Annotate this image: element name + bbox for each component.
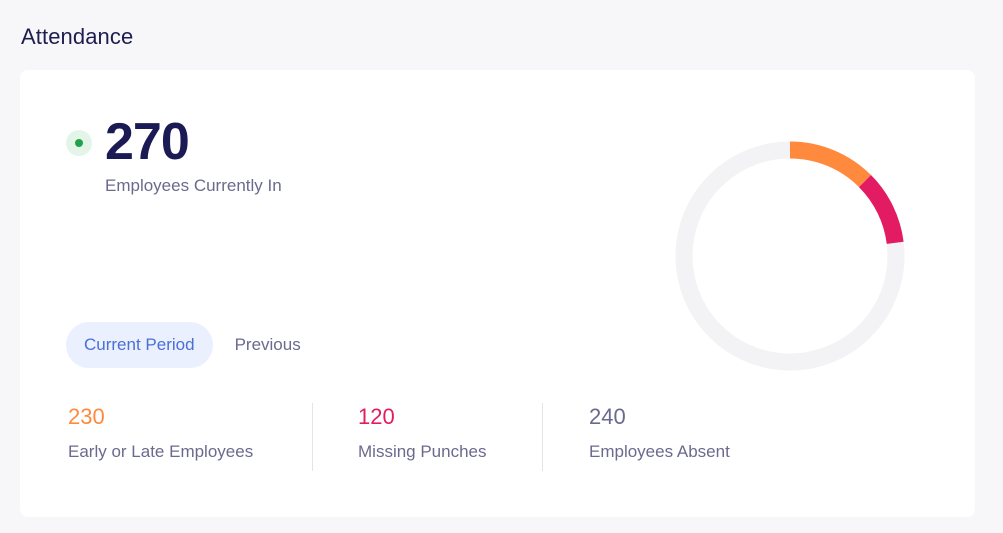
period-tabs: Current Period Previous [66, 322, 319, 368]
stat-employees-absent-label: Employees Absent [589, 442, 730, 461]
stat-missing-punches-value: 120 [358, 404, 395, 429]
stat-early-late-label: Early or Late Employees [68, 442, 254, 461]
attendance-card: 270 Employees Currently In Current Perio… [20, 70, 975, 517]
stat-early-late-value: 230 [68, 404, 105, 429]
donut-segment-0 [675, 141, 905, 371]
current-employees-count: 270 [105, 113, 190, 171]
online-status-dot [75, 139, 83, 147]
tab-current-period[interactable]: Current Period [66, 322, 213, 368]
attendance-stats: 230 Early or Late Employees 120 Missing … [68, 403, 772, 471]
page-title: Attendance [21, 23, 134, 49]
stat-employees-absent: 240 Employees Absent [542, 403, 772, 471]
current-employees-label: Employees Currently In [105, 176, 282, 195]
stat-missing-punches: 120 Missing Punches [312, 403, 542, 471]
tab-previous[interactable]: Previous [234, 335, 301, 354]
stat-missing-punches-label: Missing Punches [358, 442, 487, 461]
stat-employees-absent-value: 240 [589, 404, 626, 429]
stat-early-late: 230 Early or Late Employees [68, 403, 312, 471]
attendance-donut-chart [675, 141, 905, 371]
online-status-icon [66, 130, 92, 156]
